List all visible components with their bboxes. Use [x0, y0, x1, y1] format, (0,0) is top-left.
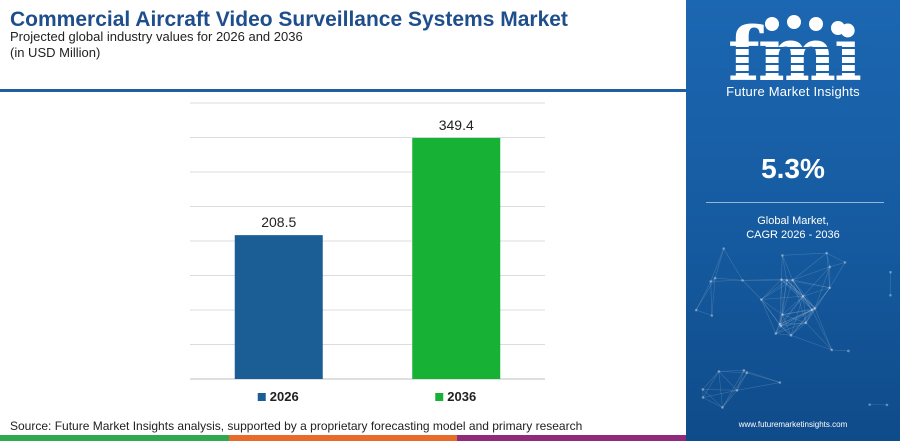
legend: 2026 2036: [257, 389, 476, 404]
bar-2036: [412, 137, 501, 379]
header-divider: [0, 89, 686, 92]
chart-title: Commercial Aircraft Video Surveillance S…: [10, 8, 568, 31]
bars: [234, 137, 501, 379]
value-labels: 208.5 349.4: [261, 117, 474, 230]
chart-subtitle: Projected global industry values for 202…: [10, 29, 303, 44]
website-link[interactable]: www.futuremarketinsights.com: [738, 420, 848, 429]
legend-swatch-2026: [257, 393, 266, 401]
strip-segment: [0, 435, 229, 441]
legend-label-2026: 2026: [270, 389, 299, 404]
footer-color-strip: [0, 435, 687, 441]
fmi-logo: fmi: [718, 12, 870, 98]
brand-name: Future Market Insights: [726, 84, 860, 99]
summary-panel: fmi Future Market Insights 5.3% Global M…: [686, 0, 900, 441]
panel-divider: [706, 202, 884, 203]
network-pattern: [694, 247, 892, 409]
value-label-2036: 349.4: [439, 117, 474, 133]
legend-swatch-2036: [435, 393, 444, 401]
cagr-label-line1: Global Market,: [757, 215, 829, 227]
source-note: Source: Future Market Insights analysis,…: [10, 419, 583, 433]
chart-unit-label: (in USD Million): [10, 45, 101, 60]
strip-segment: [228, 435, 458, 441]
bar-chart: 208.5 349.4 2026 2036: [190, 102, 545, 404]
cagr-value: 5.3%: [761, 153, 825, 184]
value-label-2026: 208.5: [261, 214, 296, 230]
bar-2026: [234, 235, 323, 379]
cagr-label-line2: CAGR 2026 - 2036: [746, 229, 840, 241]
legend-label-2036: 2036: [447, 389, 476, 404]
strip-segment: [457, 435, 687, 441]
